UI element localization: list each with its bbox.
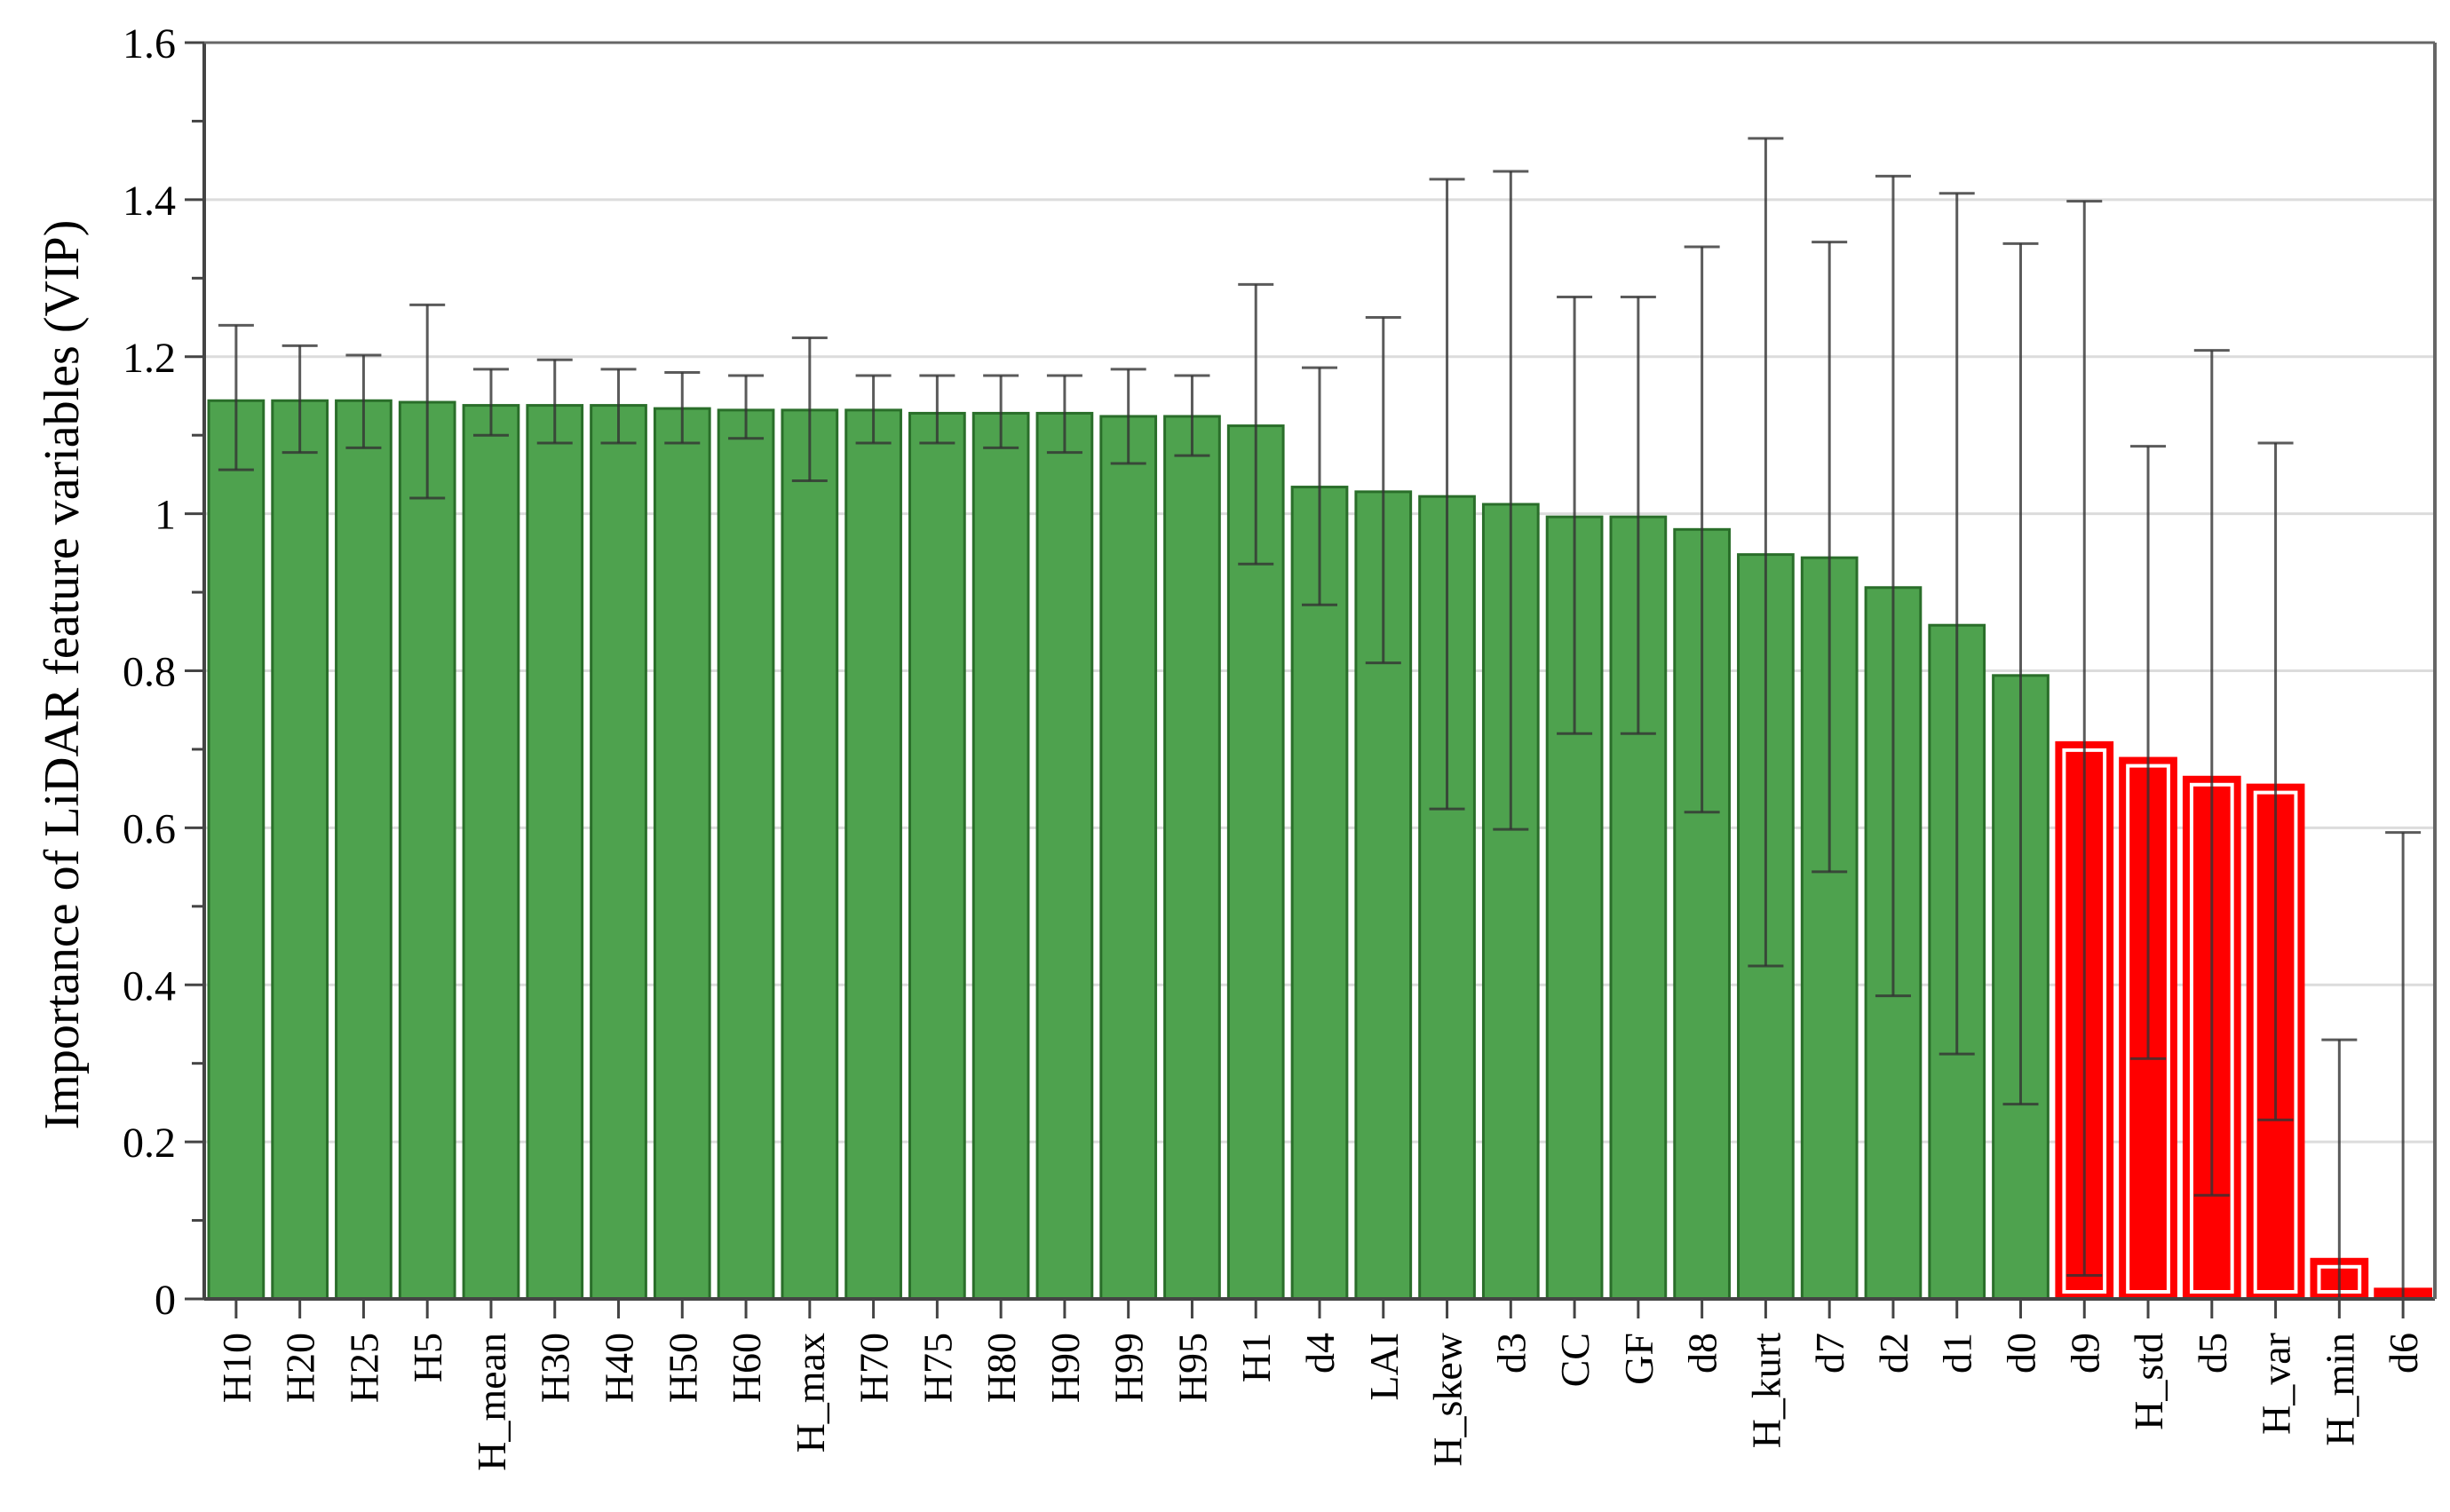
- x-tick-label: H60: [724, 1333, 769, 1403]
- x-tick-label: H99: [1106, 1333, 1152, 1403]
- y-tick-label: 0: [155, 1277, 176, 1324]
- x-tick-label: LAI: [1361, 1333, 1407, 1401]
- y-tick-label: 0.8: [123, 649, 176, 696]
- bar-H95: [1163, 415, 1221, 1301]
- bar-H90: [1035, 411, 1094, 1301]
- bar-H99: [1099, 415, 1158, 1301]
- bar-H_max: [781, 408, 839, 1301]
- x-tick-label: d0: [1998, 1333, 2043, 1373]
- bar-H5: [398, 400, 456, 1301]
- x-tick-label: d4: [1297, 1333, 1343, 1373]
- bar-H1: [1226, 424, 1285, 1301]
- x-tick-label: H30: [533, 1333, 578, 1403]
- x-tick-label: H95: [1169, 1333, 1215, 1403]
- bar-H40: [590, 404, 647, 1301]
- x-tick-label: H80: [979, 1333, 1024, 1403]
- y-axis-label: Importance of LiDAR feature variables (V…: [35, 220, 90, 1130]
- x-tick-label: H_var: [2254, 1333, 2299, 1435]
- x-tick-labels: H10 H20 H25 H5 H_mean H30 H40 H50 H60 H_max H70 H75…: [214, 1332, 2426, 1471]
- y-tick-label: 0.4: [123, 962, 176, 1009]
- x-tick-label: H25: [341, 1333, 386, 1403]
- x-tick-label: d3: [1488, 1333, 1534, 1373]
- x-tick-label: d7: [1807, 1333, 1852, 1373]
- x-tick-label: H_mean: [469, 1333, 514, 1471]
- error-bars: [218, 137, 2422, 1299]
- bar-H80: [971, 411, 1030, 1301]
- x-tick-label: H90: [1043, 1333, 1088, 1403]
- x-tick-label: H5: [405, 1333, 450, 1382]
- y-tick-label: 0.2: [123, 1120, 176, 1167]
- bar-d4: [1290, 486, 1349, 1301]
- bar-H20: [271, 399, 329, 1301]
- x-tick-label: H50: [660, 1333, 705, 1403]
- y-tick-label: 1: [155, 492, 176, 539]
- bar-H10: [207, 399, 266, 1301]
- y-tick-label: 1.4: [123, 178, 176, 225]
- x-tick-label: d9: [2062, 1333, 2107, 1373]
- x-tick-label: CC: [1552, 1333, 1598, 1387]
- x-tick-label: H20: [278, 1333, 323, 1403]
- x-tick-label: H1: [1233, 1333, 1279, 1382]
- bar-H75: [908, 411, 966, 1301]
- x-tick-label: H70: [852, 1333, 897, 1403]
- x-tick-label: d1: [1935, 1333, 1980, 1373]
- y-tick-label: 1.6: [123, 20, 176, 67]
- x-tick-label: H_kurt: [1743, 1333, 1788, 1449]
- y-tick-label: 0.6: [123, 805, 176, 852]
- axes: [185, 41, 2437, 1318]
- bar-H25: [335, 399, 392, 1301]
- x-tick-label: H_skew: [1425, 1332, 1471, 1467]
- x-tick-label: H10: [214, 1333, 259, 1403]
- x-tick-label: d8: [1680, 1333, 1725, 1373]
- bar-H_mean: [462, 404, 520, 1301]
- bar-H70: [844, 408, 902, 1301]
- x-tick-label: d6: [2381, 1333, 2426, 1373]
- bar-H30: [526, 404, 584, 1301]
- x-tick-label: H75: [915, 1333, 960, 1403]
- bar-H60: [717, 408, 775, 1301]
- x-tick-label: d5: [2190, 1333, 2235, 1373]
- y-tick-label: 1.2: [123, 335, 176, 382]
- x-tick-label: H_std: [2126, 1333, 2171, 1430]
- y-tick-labels: 0 0.2 0.4 0.6 0.8 1 1.2 1.4 1.6: [123, 20, 176, 1324]
- x-tick-label: GF: [1616, 1333, 1661, 1385]
- x-tick-label: H_max: [788, 1333, 833, 1453]
- x-tick-label: H_min: [2317, 1333, 2362, 1446]
- x-tick-label: H40: [597, 1333, 642, 1403]
- bar-H50: [653, 407, 711, 1301]
- x-tick-label: d2: [1871, 1333, 1916, 1373]
